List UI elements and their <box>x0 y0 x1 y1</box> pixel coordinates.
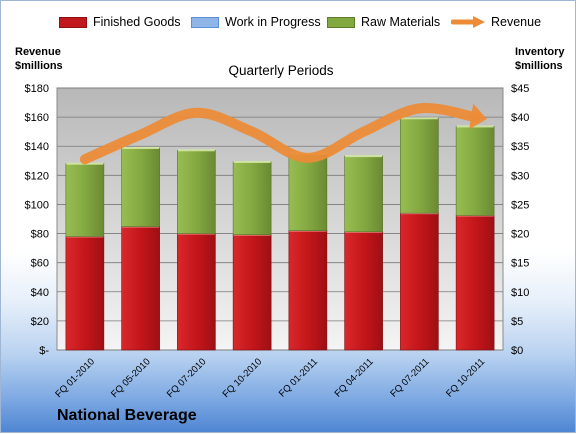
bar-finished-goods <box>121 226 160 351</box>
bar-finished-goods <box>232 234 272 351</box>
revenue-arrowhead <box>469 103 487 130</box>
x-tick-label: FQ 04-2011 <box>333 356 376 399</box>
right-tick-label: $5 <box>511 316 523 328</box>
right-tick-label: $20 <box>511 229 529 241</box>
x-tick-label: FQ 07-2011 <box>388 356 431 399</box>
bar-finished-goods <box>177 233 216 351</box>
legend-label-finished-goods: Finished Goods <box>93 15 181 29</box>
bar-top-highlight <box>400 117 438 120</box>
right-tick-label: $25 <box>511 199 529 211</box>
bar-raw-materials <box>400 117 439 214</box>
left-tick-label: $40 <box>31 287 49 299</box>
bar-top-highlight <box>122 146 160 149</box>
left-tick-label: $60 <box>31 258 49 270</box>
right-tick-label: $30 <box>511 170 529 182</box>
bar-raw-materials <box>177 149 216 234</box>
left-tick-label: $20 <box>31 316 49 328</box>
left-tick-label: $80 <box>31 229 49 241</box>
right-tick-label: $10 <box>511 287 529 299</box>
legend-label-raw-materials: Raw Materials <box>361 15 441 29</box>
bar-raw-materials <box>288 153 328 231</box>
bar-raw-materials <box>232 161 272 236</box>
bar-top-highlight <box>456 125 494 128</box>
legend-label-revenue: Revenue <box>491 15 542 29</box>
x-tick-label: FQ 10-2011 <box>444 356 487 399</box>
legend: Finished Goods Work in Progress Raw Mate… <box>1 15 576 35</box>
right-tick-label: $15 <box>511 258 529 270</box>
bar-finished-goods <box>344 231 383 351</box>
right-tick-label: $45 <box>511 83 529 95</box>
left-tick-label: $140 <box>25 141 49 153</box>
right-tick-label: $0 <box>511 345 523 357</box>
x-tick-label: FQ 05-2010 <box>109 356 153 400</box>
legend-label-work-in-progress: Work in Progress <box>225 15 321 29</box>
bar-top-highlight <box>177 149 215 152</box>
revenue-line <box>79 103 481 165</box>
x-tick-label: FQ 07-2010 <box>165 356 209 400</box>
right-tick-label: $40 <box>511 112 529 124</box>
bar-finished-goods <box>455 215 495 351</box>
right-tick-label: $35 <box>511 141 529 153</box>
bar-raw-materials <box>121 147 160 227</box>
bar-raw-materials <box>65 163 105 237</box>
bar-raw-materials <box>344 155 383 233</box>
bar-top-highlight <box>233 160 271 163</box>
left-axis-title: Revenue $millions <box>15 46 63 72</box>
legend-item-work-in-progress: Work in Progress <box>191 15 321 29</box>
left-tick-label: $- <box>39 345 49 357</box>
left-tick-label: $120 <box>25 170 49 182</box>
bar-finished-goods <box>400 212 439 351</box>
left-tick-label: $180 <box>25 83 49 95</box>
legend-item-finished-goods: Finished Goods <box>59 15 181 29</box>
x-tick-label: FQ 10-2010 <box>221 356 265 400</box>
legend-arrow-icon <box>451 16 485 28</box>
bar-finished-goods <box>65 236 105 351</box>
legend-item-revenue: Revenue <box>451 15 541 29</box>
bar-raw-materials <box>455 126 495 216</box>
x-tick-label: FQ 01-2011 <box>277 356 320 399</box>
company-name: National Beverage <box>57 407 197 424</box>
chart-title: Quarterly Periods <box>228 63 334 78</box>
legend-swatch-finished-goods <box>59 16 87 28</box>
right-axis-title: Inventory $millions <box>515 46 565 72</box>
legend-swatch-work-in-progress <box>191 16 219 28</box>
bar-top-highlight <box>345 155 383 158</box>
x-tick-label: FQ 01-2010 <box>53 356 97 400</box>
legend-item-raw-materials: Raw Materials <box>327 15 440 29</box>
legend-swatch-raw-materials <box>327 16 355 28</box>
left-tick-label: $160 <box>25 112 49 124</box>
left-tick-label: $100 <box>25 199 49 211</box>
bar-finished-goods <box>288 230 328 351</box>
